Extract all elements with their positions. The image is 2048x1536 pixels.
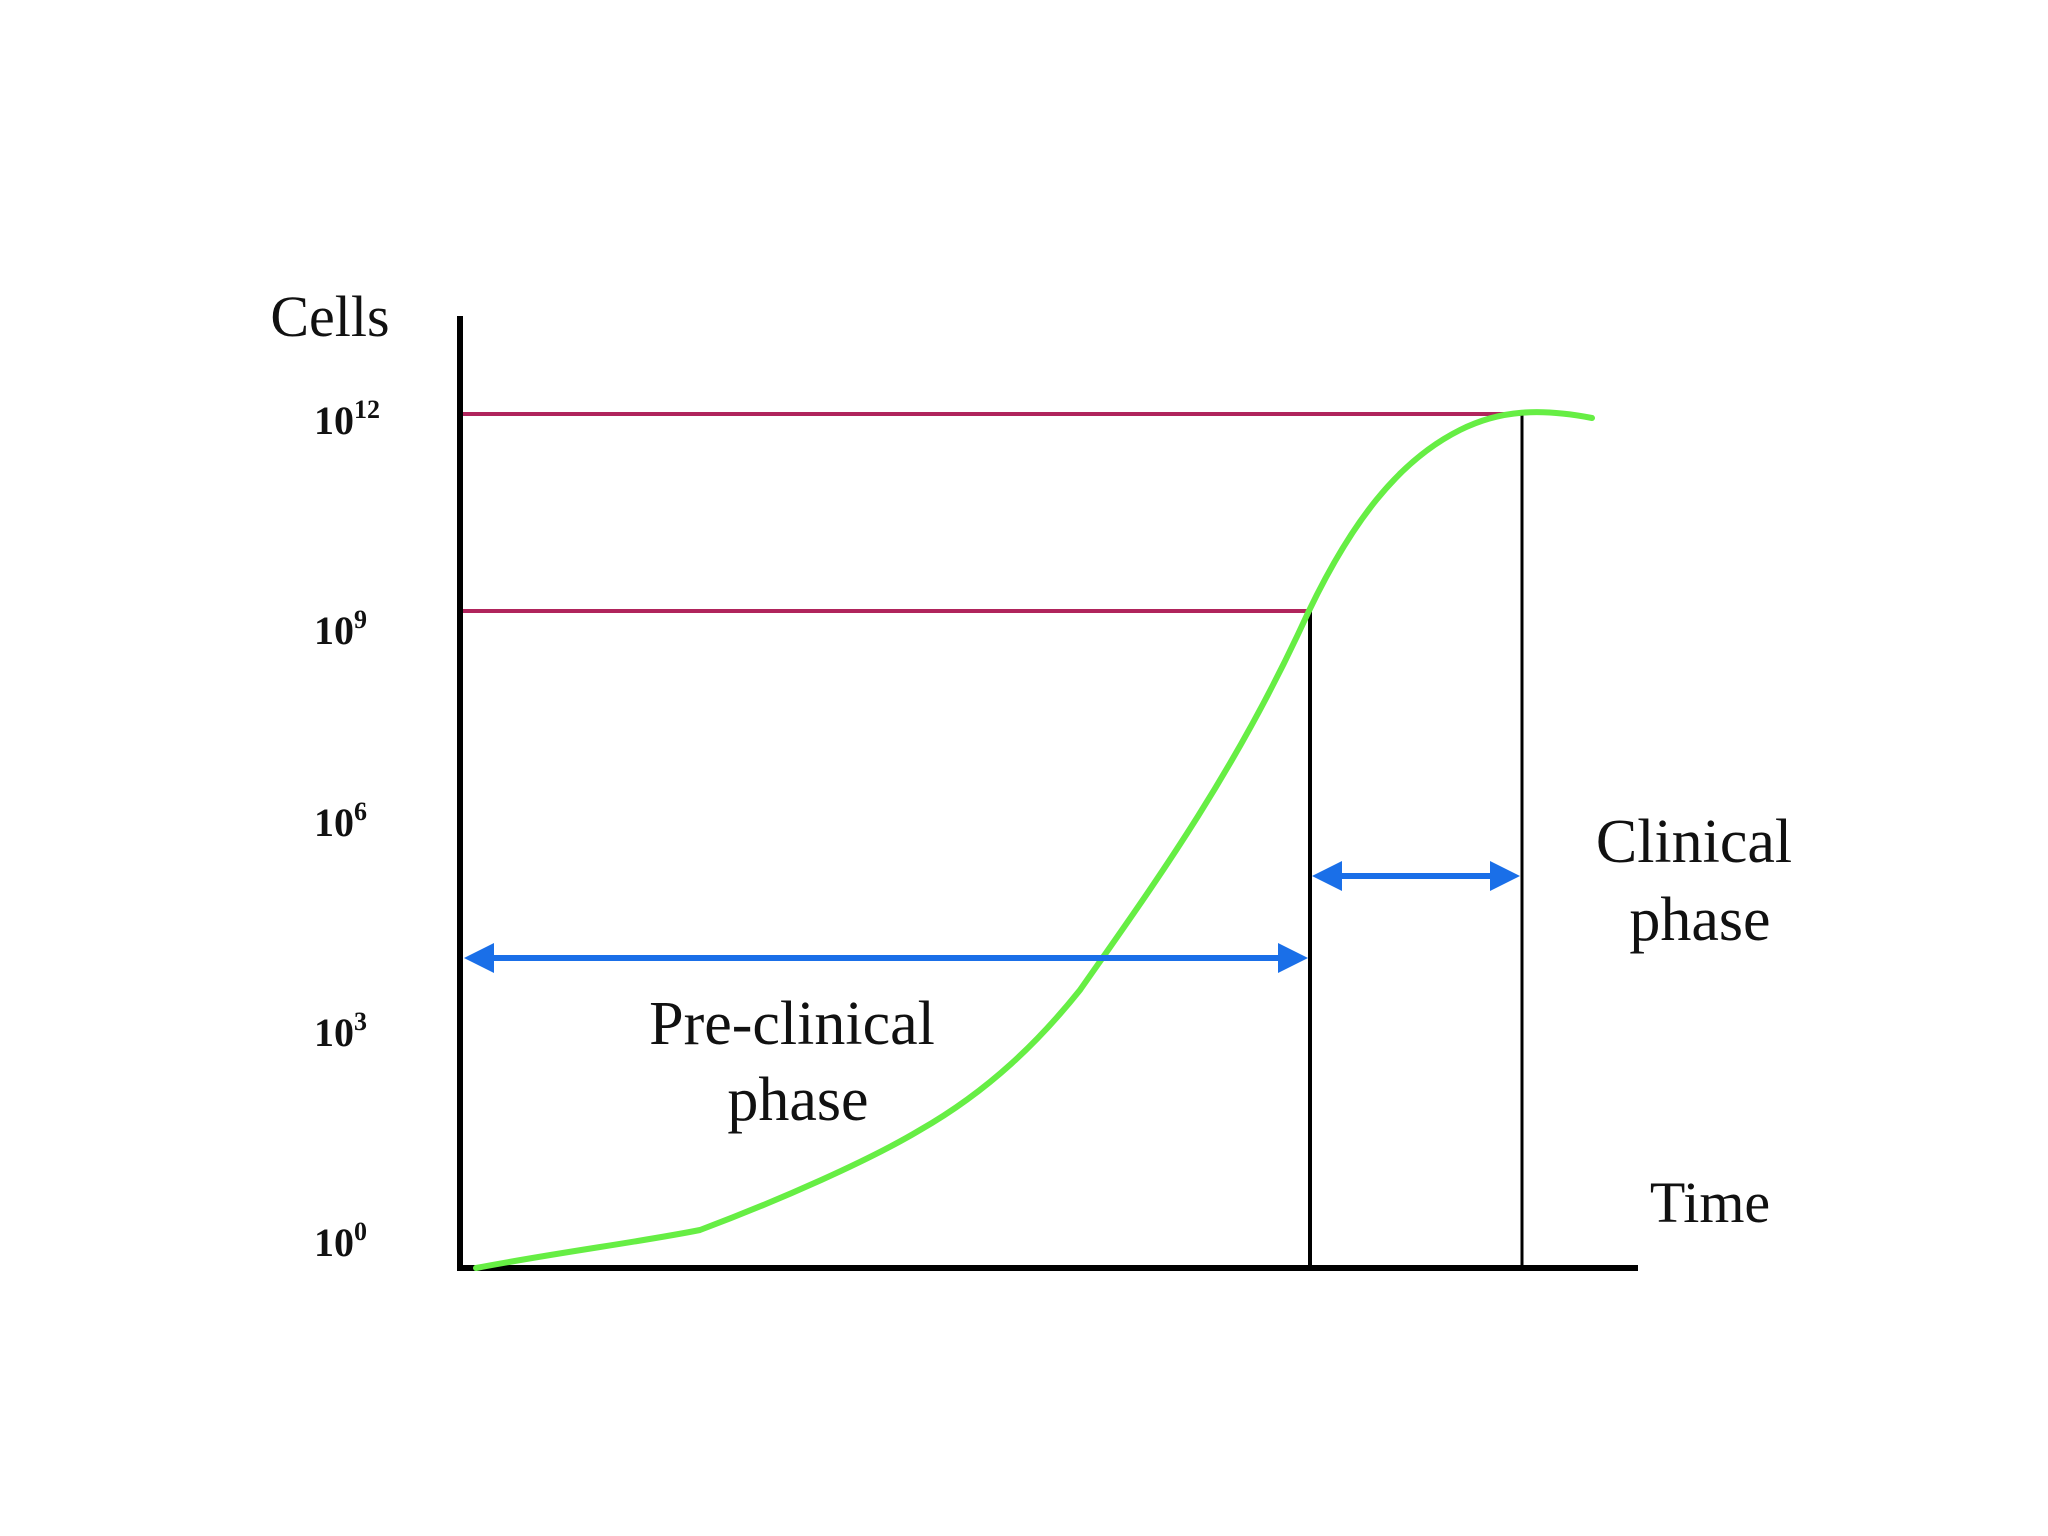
y-tick-label-12: 1012 [314, 395, 380, 443]
y-tick-label-3: 103 [314, 1007, 367, 1055]
x-axis-title: Time [1650, 1170, 1770, 1235]
preclinical-label-line2: phase [727, 1066, 868, 1134]
tumor-growth-curve [473, 409, 1595, 1271]
clinical-label-line1: Clinical [1596, 808, 1792, 876]
y-tick-label-0: 100 [314, 1217, 367, 1265]
y-axis-title: Cells [270, 284, 389, 349]
y-tick-label-9: 109 [314, 605, 367, 653]
y-tick-label-6: 106 [314, 797, 367, 845]
preclinical-label-line1: Pre-clinical [649, 990, 935, 1058]
clinical-label-line2: phase [1629, 886, 1770, 954]
